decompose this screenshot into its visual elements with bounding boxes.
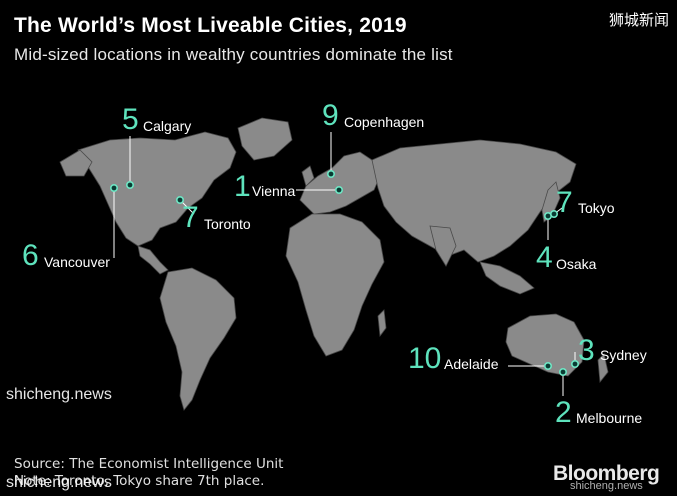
greenland-landmass [237,117,293,161]
copenhagen-rank: 9 [322,99,339,132]
africa-landmass [285,213,385,357]
adelaide-pin [543,361,552,370]
calgary-label: Calgary [143,118,192,134]
new-zealand-landmass [597,353,609,384]
sydney-label: Sydney [600,347,647,363]
watermark-left: shicheng.news [6,386,112,403]
tokyo-rank: 7 [556,186,573,219]
southeast-asia-landmass [479,261,535,295]
south-america-landmass [159,267,237,411]
bloomberg-logo: Bloomberg [553,462,660,485]
vienna-pin [334,186,343,195]
adelaide-rank: 10 [408,342,442,375]
source-note: Source: The Economist Intelligence Unit … [14,456,283,490]
copenhagen-pin [326,170,335,179]
chart-title: The World’s Most Liveable Cities, 2019 [14,14,407,37]
uk-landmass [301,165,315,187]
australia-landmass [505,313,585,377]
sydney-pin [570,359,579,368]
tokyo-label: Tokyo [578,200,615,216]
vancouver-pin [110,184,119,193]
alaska-landmass [59,149,93,177]
watermark-top: 狮城新闻 [608,11,669,29]
vancouver-rank: 6 [22,239,39,272]
source-line: Source: The Economist Intelligence Unit [14,456,284,472]
central-america-landmass [137,245,169,275]
asia-landmass [371,139,577,263]
calgary-rank: 5 [122,103,139,136]
copenhagen-label: Copenhagen [344,114,425,130]
toronto-rank: 7 [182,201,199,234]
osaka-label: Osaka [556,256,597,272]
sydney-rank: 3 [578,334,595,367]
madagascar-landmass [377,309,387,338]
vienna-label: Vienna [252,183,296,199]
tokyo-pin [549,210,558,219]
melbourne-pin [558,367,567,376]
india-landmass [429,225,457,267]
watermark-right: shicheng.news [570,480,643,492]
chart-subtitle: Mid-sized locations in wealthy countries… [14,45,453,64]
adelaide-label: Adelaide [444,356,499,372]
footnote-line: Note: Toronto, Tokyo share 7th place. [14,473,265,489]
toronto-pin [176,196,185,205]
osaka-rank: 4 [536,241,553,274]
toronto-label: Toronto [204,216,251,232]
watermark-left-bottom: shicheng.news [6,474,112,491]
europe-landmass [299,151,381,215]
vancouver-label: Vancouver [44,254,110,270]
melbourne-label: Melbourne [576,410,643,426]
vienna-rank: 1 [234,170,251,203]
melbourne-rank: 2 [555,396,572,429]
calgary-pin [126,181,135,190]
